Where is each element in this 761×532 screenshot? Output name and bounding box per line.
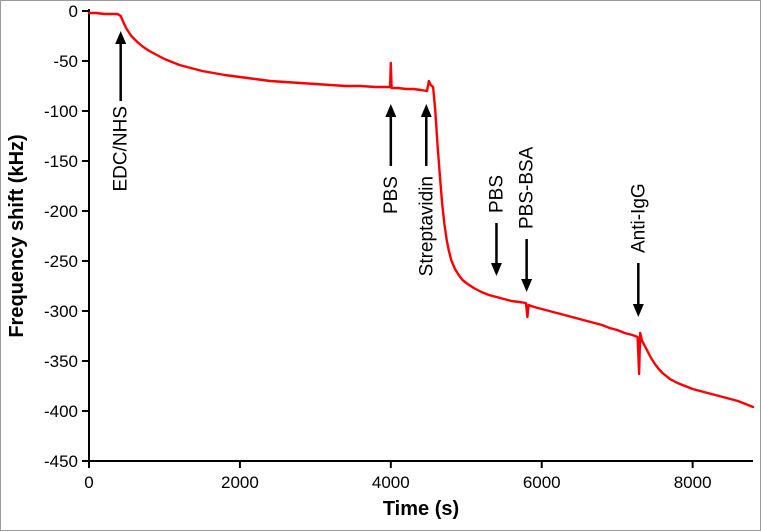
x-tick-label: 2000 — [221, 473, 259, 492]
annotation-pbs-bsa-4: PBS-BSA — [517, 146, 538, 292]
plot-area: 0 -50 -100 -150 -200 -250 -300 -350 -400 -450 0 200… — [44, 2, 755, 492]
y-tick-label: -250 — [44, 252, 78, 271]
annotation-label: Streptavidin — [416, 176, 437, 276]
arrow-up-icon — [420, 104, 432, 117]
x-tick-label: 6000 — [523, 473, 561, 492]
y-tick-label: -450 — [44, 452, 78, 471]
annotation-anti-igg-5: Anti-IgG — [628, 183, 649, 317]
x-tick-label: 4000 — [372, 473, 410, 492]
annotation-label: EDC/NHS — [111, 106, 132, 192]
x-tick-label: 0 — [84, 473, 93, 492]
y-tick-label: -100 — [44, 102, 78, 121]
annotation-label: PBS — [381, 176, 402, 214]
arrow-up-icon — [115, 31, 127, 44]
annotation-label: PBS — [486, 175, 507, 213]
y-tick-label: -200 — [44, 202, 78, 221]
annotation-label: Anti-IgG — [628, 183, 649, 253]
y-axis-title: Frequency shift (kHz) — [6, 134, 28, 337]
annotation-streptavidin-2: Streptavidin — [416, 104, 437, 276]
y-tick-label: -150 — [44, 152, 78, 171]
arrow-down-icon — [490, 263, 502, 276]
arrow-up-icon — [385, 104, 397, 117]
annotation-pbs-1: PBS — [381, 104, 402, 214]
plot-line-frequency-shift — [87, 11, 755, 409]
x-tick-label: 8000 — [674, 473, 712, 492]
annotation-edc-nhs-0: EDC/NHS — [111, 31, 132, 192]
y-tick-label: -300 — [44, 302, 78, 321]
y-tick-label: -50 — [53, 52, 78, 71]
y-tick-label: 0 — [69, 2, 78, 21]
arrow-down-icon — [632, 304, 644, 317]
x-axis-title: Time (s) — [383, 498, 459, 520]
y-tick-label: -400 — [44, 402, 78, 421]
annotation-label: PBS-BSA — [517, 146, 538, 229]
y-tick-label: -350 — [44, 352, 78, 371]
annotation-pbs-3: PBS — [486, 175, 507, 276]
arrow-down-icon — [521, 279, 533, 292]
